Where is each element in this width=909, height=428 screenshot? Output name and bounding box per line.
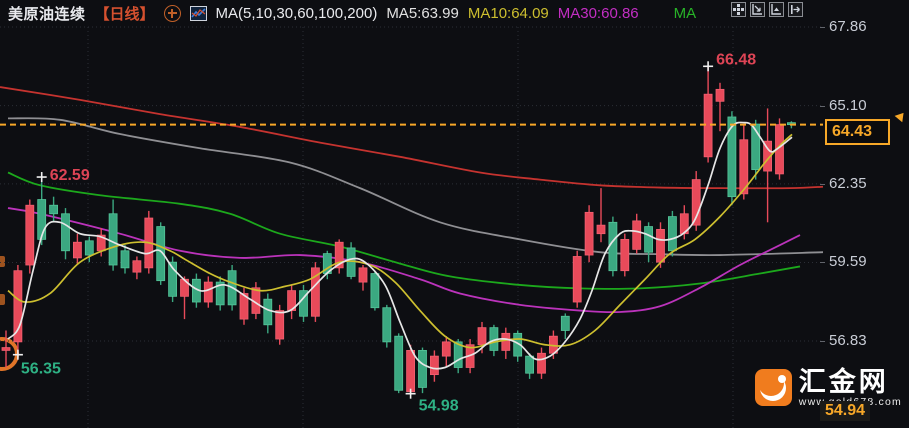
candle <box>239 293 249 320</box>
candle <box>263 298 273 326</box>
chart-header: 美原油连续 【日线】 MA(5,10,30,60,100,200) MA5:63… <box>8 2 696 24</box>
candle <box>453 341 463 368</box>
candle <box>560 315 570 331</box>
ma-line-ma60 <box>7 171 801 290</box>
candle <box>49 204 58 215</box>
candle <box>584 211 594 256</box>
candle <box>73 241 82 259</box>
candle <box>132 260 142 273</box>
candle <box>691 179 701 226</box>
candle <box>310 267 320 317</box>
candle <box>334 241 344 269</box>
candle <box>1 347 11 351</box>
candle <box>37 199 47 240</box>
extreme-price-label: 66.48 <box>716 51 756 68</box>
move-crosshair-button[interactable] <box>731 2 746 17</box>
axis-label: 67.86 <box>829 18 867 35</box>
extreme-price-label: 62.59 <box>50 167 90 184</box>
candle <box>608 221 618 272</box>
ma-line-ma200 <box>0 86 824 190</box>
symbol-title: 美原油连续 <box>8 5 86 23</box>
current-price-tag: 64.43 <box>825 118 890 145</box>
axis-label: 59.59 <box>829 253 867 271</box>
candle <box>108 213 118 266</box>
kline-app-icon <box>189 5 207 21</box>
candle <box>370 273 380 309</box>
extreme-price-label: 54.98 <box>419 398 459 415</box>
candle <box>715 88 725 102</box>
candle <box>406 350 416 393</box>
candle <box>382 307 392 343</box>
candle <box>632 220 642 250</box>
candle <box>620 238 630 272</box>
candle <box>25 204 35 266</box>
chart-toolbar <box>731 2 803 17</box>
candle <box>168 261 178 297</box>
candle <box>418 350 427 388</box>
candle <box>358 267 368 283</box>
candle <box>203 281 213 303</box>
candle <box>156 226 166 282</box>
ma5-readout: MA5:63.99 <box>386 4 459 22</box>
axis-scale-left-button[interactable] <box>750 2 765 17</box>
watermark-fragment-icon <box>0 294 5 305</box>
site-name: 汇金网 <box>798 367 889 397</box>
candle <box>477 327 487 346</box>
ma30-readout: MA30:60.86 <box>557 4 639 22</box>
ma-extra-readout: MA <box>673 4 697 22</box>
period-label: 【日线】 <box>94 5 155 23</box>
ma-line-ma10 <box>7 133 793 349</box>
axis-shift-right-button[interactable] <box>788 2 803 17</box>
watermark-fragment-icon <box>0 256 5 267</box>
candle <box>394 335 404 391</box>
candle <box>13 270 23 343</box>
candle <box>572 256 582 303</box>
candle <box>727 116 737 198</box>
axis-scale-bottom-button[interactable] <box>769 2 784 17</box>
candle <box>656 229 665 263</box>
add-indicator-icon[interactable] <box>163 4 181 22</box>
candle <box>429 355 439 376</box>
candle <box>739 139 749 195</box>
axis-bottom-label: 54.94 <box>819 401 870 421</box>
candle <box>275 310 285 340</box>
axis-label: 62.35 <box>829 174 867 192</box>
candle <box>120 250 130 269</box>
candle <box>346 247 356 277</box>
candle <box>596 224 606 235</box>
candle <box>513 332 523 357</box>
ma-line-ma5 <box>7 121 793 370</box>
candle <box>84 240 94 256</box>
candle <box>537 352 546 374</box>
axis-label: 65.10 <box>829 96 867 114</box>
axis-label: 56.83 <box>829 332 867 350</box>
candle <box>763 140 772 172</box>
candle <box>668 216 677 252</box>
candle <box>644 226 653 253</box>
huijin-logo-icon <box>754 369 792 406</box>
ma-formula-label: MA(5,10,30,60,100,200) <box>215 4 378 22</box>
candle <box>501 332 511 351</box>
candle <box>441 341 451 357</box>
candle <box>525 355 534 374</box>
extreme-price-label: 56.35 <box>21 361 61 378</box>
site-watermark: 汇金网 www.gold678.com <box>754 367 902 408</box>
candle <box>61 213 70 252</box>
candle <box>215 281 225 306</box>
ma10-readout: MA10:64.09 <box>467 4 549 22</box>
